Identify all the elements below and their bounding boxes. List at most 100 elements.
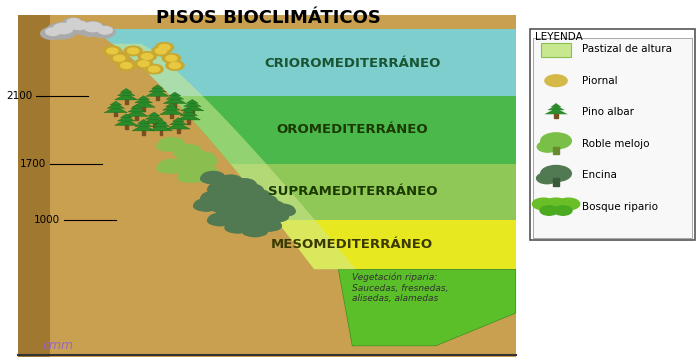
Polygon shape [146, 114, 163, 119]
Polygon shape [138, 119, 150, 123]
Polygon shape [104, 106, 127, 112]
Polygon shape [152, 85, 163, 88]
Circle shape [228, 197, 244, 205]
Circle shape [188, 167, 205, 176]
Polygon shape [112, 44, 356, 269]
Polygon shape [18, 15, 50, 357]
Circle shape [239, 184, 263, 197]
Text: Encina: Encina [582, 170, 617, 180]
Polygon shape [162, 105, 180, 110]
Bar [540, 43, 571, 57]
Circle shape [257, 219, 281, 231]
Circle shape [218, 178, 234, 186]
Circle shape [158, 138, 185, 151]
Circle shape [540, 206, 558, 215]
Bar [223, 207, 225, 211]
Polygon shape [183, 102, 201, 106]
Polygon shape [138, 96, 150, 100]
Circle shape [169, 142, 186, 151]
Circle shape [262, 198, 278, 206]
Bar [243, 186, 246, 189]
Bar [250, 191, 253, 194]
Polygon shape [181, 104, 204, 111]
Bar [530, 29, 695, 240]
Text: Piornal: Piornal [582, 76, 617, 86]
Bar [135, 114, 138, 120]
Text: 1700: 1700 [20, 159, 46, 169]
Circle shape [202, 171, 225, 184]
Circle shape [171, 162, 188, 171]
Circle shape [256, 222, 272, 230]
Circle shape [188, 157, 205, 165]
Circle shape [211, 201, 235, 213]
Polygon shape [132, 124, 155, 131]
Text: cmm: cmm [43, 339, 74, 352]
Bar [229, 182, 232, 185]
Bar [191, 109, 194, 115]
Circle shape [84, 22, 102, 32]
Circle shape [540, 166, 571, 182]
Circle shape [65, 21, 90, 34]
Bar [281, 211, 284, 214]
Polygon shape [551, 103, 561, 107]
Bar [125, 98, 127, 104]
Bar [264, 202, 267, 205]
Circle shape [231, 191, 246, 199]
Circle shape [545, 198, 567, 210]
Polygon shape [120, 114, 132, 118]
Circle shape [272, 213, 288, 221]
Circle shape [67, 19, 80, 25]
Circle shape [200, 167, 217, 176]
Circle shape [238, 197, 253, 205]
Circle shape [557, 198, 580, 210]
Polygon shape [338, 269, 516, 346]
Bar [156, 94, 159, 100]
Circle shape [538, 141, 558, 152]
Circle shape [245, 202, 260, 210]
Polygon shape [148, 112, 160, 116]
Polygon shape [18, 269, 516, 357]
Text: SUPRAMEDITERRÁNEO: SUPRAMEDITERRÁNEO [267, 185, 437, 198]
Bar [170, 145, 173, 150]
Circle shape [264, 210, 288, 222]
Circle shape [218, 175, 242, 187]
Circle shape [231, 211, 246, 219]
Circle shape [46, 28, 60, 36]
Bar [232, 195, 235, 198]
Bar [142, 129, 145, 135]
Circle shape [235, 217, 251, 225]
Bar [253, 231, 256, 235]
Bar [274, 217, 277, 220]
Circle shape [253, 198, 269, 206]
Polygon shape [169, 92, 181, 96]
Polygon shape [155, 119, 167, 123]
Bar [160, 129, 162, 135]
Circle shape [62, 18, 83, 29]
Circle shape [159, 44, 170, 50]
Circle shape [202, 191, 225, 204]
Circle shape [269, 204, 285, 212]
Circle shape [183, 162, 200, 171]
Circle shape [166, 61, 184, 70]
Circle shape [98, 27, 112, 34]
Circle shape [540, 133, 571, 149]
Circle shape [221, 191, 237, 199]
Circle shape [174, 149, 191, 158]
Circle shape [260, 204, 276, 212]
Bar [174, 101, 176, 107]
Polygon shape [160, 108, 183, 114]
Circle shape [169, 63, 181, 68]
Circle shape [245, 217, 260, 225]
Polygon shape [118, 116, 135, 121]
Polygon shape [107, 103, 125, 108]
Bar [142, 105, 145, 111]
Text: OROMEDITERRÁNEO: OROMEDITERRÁNEO [276, 123, 428, 136]
Circle shape [155, 43, 174, 52]
Bar [253, 211, 256, 214]
Circle shape [169, 164, 186, 173]
Polygon shape [18, 44, 314, 269]
Circle shape [234, 224, 250, 232]
Circle shape [195, 199, 218, 211]
Circle shape [260, 201, 284, 213]
Polygon shape [276, 220, 516, 269]
